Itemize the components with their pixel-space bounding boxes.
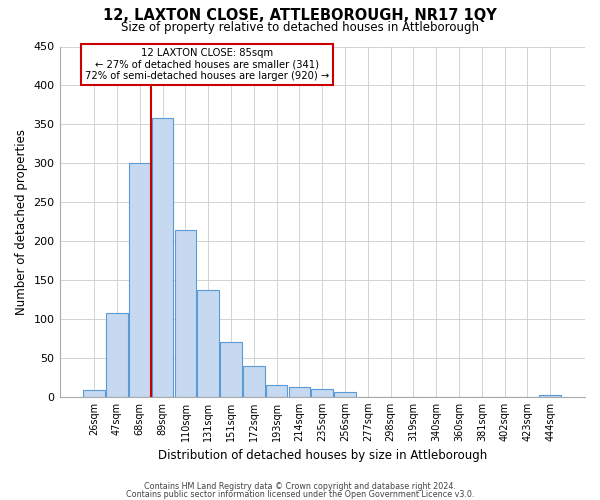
Bar xyxy=(220,342,242,397)
Text: Contains HM Land Registry data © Crown copyright and database right 2024.: Contains HM Land Registry data © Crown c… xyxy=(144,482,456,491)
Bar xyxy=(311,389,333,397)
Bar xyxy=(83,390,105,397)
Bar xyxy=(266,385,287,397)
Text: Contains public sector information licensed under the Open Government Licence v3: Contains public sector information licen… xyxy=(126,490,474,499)
Text: Size of property relative to detached houses in Attleborough: Size of property relative to detached ho… xyxy=(121,21,479,34)
Bar xyxy=(289,386,310,397)
X-axis label: Distribution of detached houses by size in Attleborough: Distribution of detached houses by size … xyxy=(158,450,487,462)
Bar xyxy=(243,366,265,397)
Bar xyxy=(129,164,151,397)
Bar xyxy=(175,230,196,397)
Bar xyxy=(539,395,561,397)
Bar xyxy=(197,290,219,397)
Bar xyxy=(334,392,356,397)
Bar xyxy=(106,312,128,397)
Bar xyxy=(152,118,173,397)
Text: 12 LAXTON CLOSE: 85sqm
← 27% of detached houses are smaller (341)
72% of semi-de: 12 LAXTON CLOSE: 85sqm ← 27% of detached… xyxy=(85,48,329,82)
Y-axis label: Number of detached properties: Number of detached properties xyxy=(15,128,28,314)
Text: 12, LAXTON CLOSE, ATTLEBOROUGH, NR17 1QY: 12, LAXTON CLOSE, ATTLEBOROUGH, NR17 1QY xyxy=(103,8,497,22)
